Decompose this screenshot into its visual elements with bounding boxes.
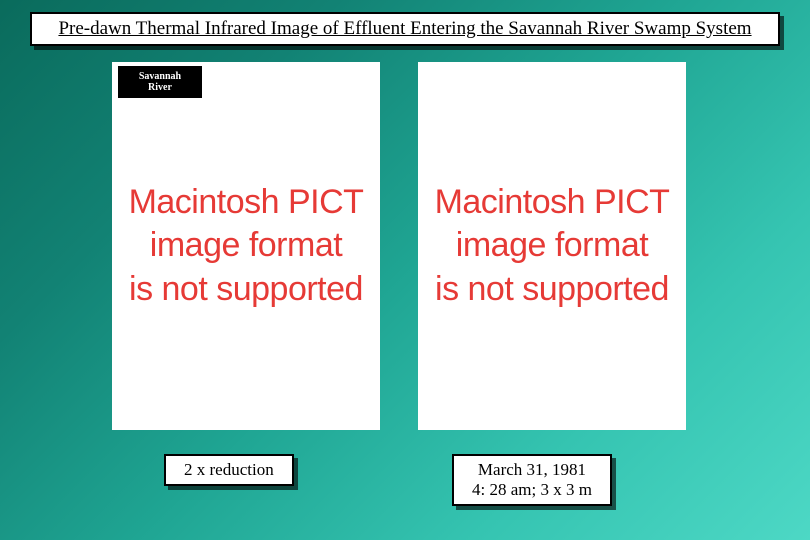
caption-right-line2: 4: 28 am; 3 x 3 m [472,480,592,500]
caption-left-text: 2 x reduction [184,460,274,480]
pict-line: image format [435,224,670,268]
caption-right-line1: March 31, 1981 [472,460,592,480]
river-label-line1: Savannah [139,71,181,82]
image-placeholder-left: Macintosh PICT image format is not suppo… [112,62,380,430]
river-label-line2: River [148,82,172,93]
slide-title-text: Pre-dawn Thermal Infrared Image of Efflu… [58,18,751,39]
image-placeholder-right: Macintosh PICT image format is not suppo… [418,62,686,430]
caption-left: 2 x reduction [164,454,294,486]
pict-line: Macintosh PICT [129,181,364,225]
slide-title: Pre-dawn Thermal Infrared Image of Efflu… [30,12,780,46]
pict-unsupported-text-left: Macintosh PICT image format is not suppo… [129,181,364,312]
pict-line: image format [129,224,364,268]
pict-line: is not supported [129,268,364,312]
pict-unsupported-text-right: Macintosh PICT image format is not suppo… [435,181,670,312]
pict-line: Macintosh PICT [435,181,670,225]
pict-line: is not supported [435,268,670,312]
river-label: Savannah River [118,66,202,98]
caption-right: March 31, 1981 4: 28 am; 3 x 3 m [452,454,612,506]
